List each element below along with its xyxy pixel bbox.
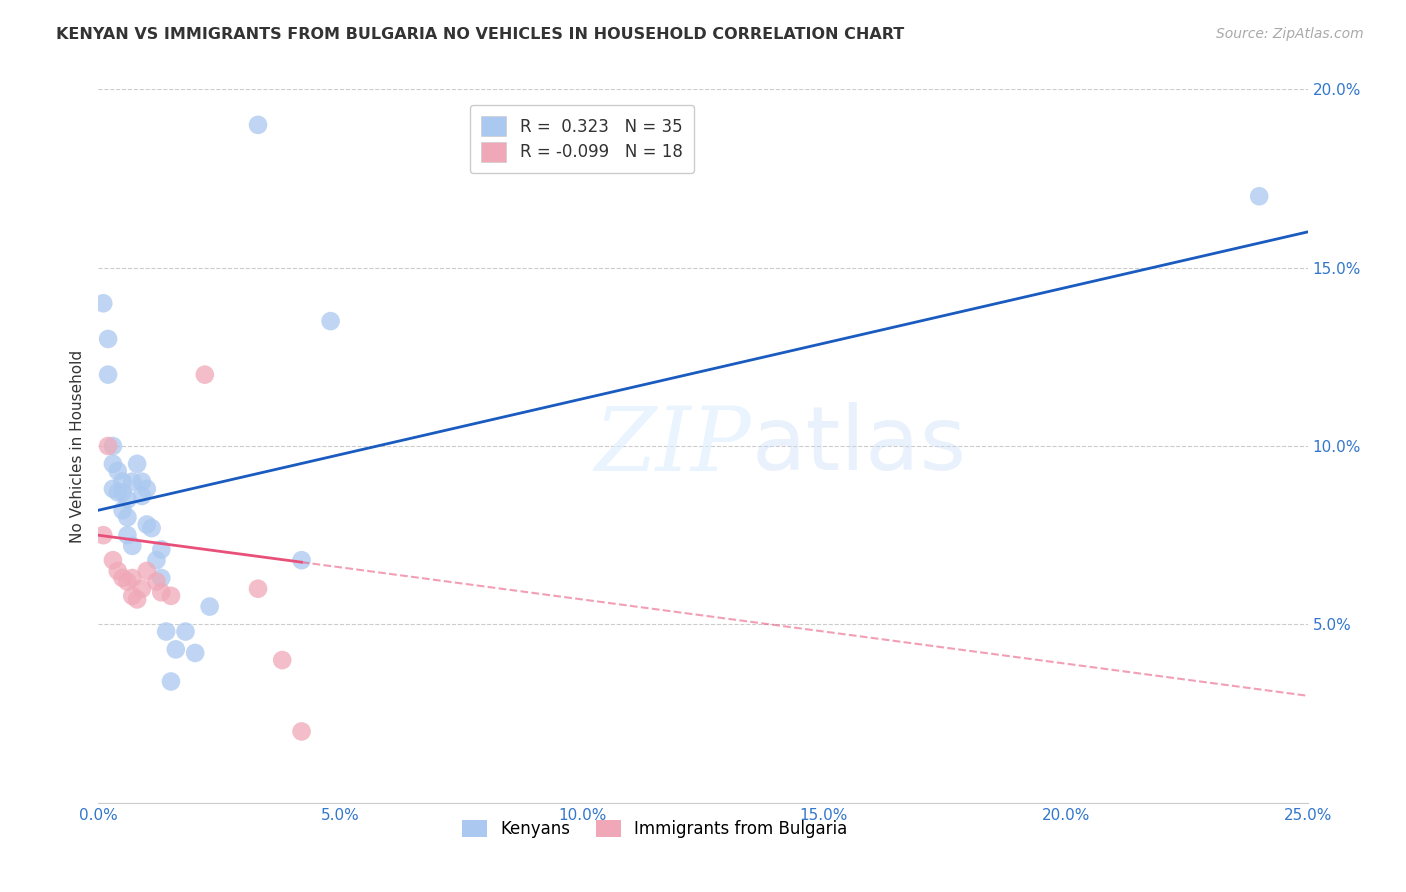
Point <box>101 553 124 567</box>
Point <box>117 510 139 524</box>
Point <box>121 475 143 489</box>
Point <box>271 653 294 667</box>
Text: KENYAN VS IMMIGRANTS FROM BULGARIA NO VEHICLES IN HOUSEHOLD CORRELATION CHART: KENYAN VS IMMIGRANTS FROM BULGARIA NO VE… <box>56 27 904 42</box>
Point <box>131 475 153 489</box>
Point <box>107 564 129 578</box>
Point <box>135 564 157 578</box>
Point <box>111 485 134 500</box>
Point <box>145 574 167 589</box>
Point <box>150 542 173 557</box>
Point <box>198 599 221 614</box>
Point <box>121 589 143 603</box>
Point <box>247 582 270 596</box>
Point <box>97 332 120 346</box>
Point <box>155 624 177 639</box>
Point <box>131 489 153 503</box>
Point <box>319 314 342 328</box>
Point <box>97 368 120 382</box>
Point <box>111 571 134 585</box>
Point <box>150 585 173 599</box>
Point <box>107 464 129 478</box>
Point <box>184 646 207 660</box>
Y-axis label: No Vehicles in Household: No Vehicles in Household <box>69 350 84 542</box>
Point <box>145 553 167 567</box>
Point <box>91 296 114 310</box>
Point <box>194 368 217 382</box>
Point <box>101 457 124 471</box>
Point <box>97 439 120 453</box>
Point <box>91 528 114 542</box>
Point <box>141 521 163 535</box>
Point <box>290 724 312 739</box>
Point <box>135 517 157 532</box>
Point <box>1249 189 1271 203</box>
Point <box>117 574 139 589</box>
Text: atlas: atlas <box>751 402 966 490</box>
Point <box>117 492 139 507</box>
Point <box>165 642 187 657</box>
Point <box>107 485 129 500</box>
Point <box>247 118 270 132</box>
Point <box>174 624 197 639</box>
Point <box>290 553 312 567</box>
Point <box>160 674 183 689</box>
Point <box>135 482 157 496</box>
Text: Source: ZipAtlas.com: Source: ZipAtlas.com <box>1216 27 1364 41</box>
Point <box>101 439 124 453</box>
Point <box>150 571 173 585</box>
Point <box>121 571 143 585</box>
Point <box>111 503 134 517</box>
Point <box>111 475 134 489</box>
Point <box>131 582 153 596</box>
Point <box>127 592 149 607</box>
Point <box>160 589 183 603</box>
Point <box>101 482 124 496</box>
Point <box>117 528 139 542</box>
Point <box>127 457 149 471</box>
Point <box>121 539 143 553</box>
Text: ZIP: ZIP <box>595 402 751 490</box>
Legend: Kenyans, Immigrants from Bulgaria: Kenyans, Immigrants from Bulgaria <box>456 813 853 845</box>
